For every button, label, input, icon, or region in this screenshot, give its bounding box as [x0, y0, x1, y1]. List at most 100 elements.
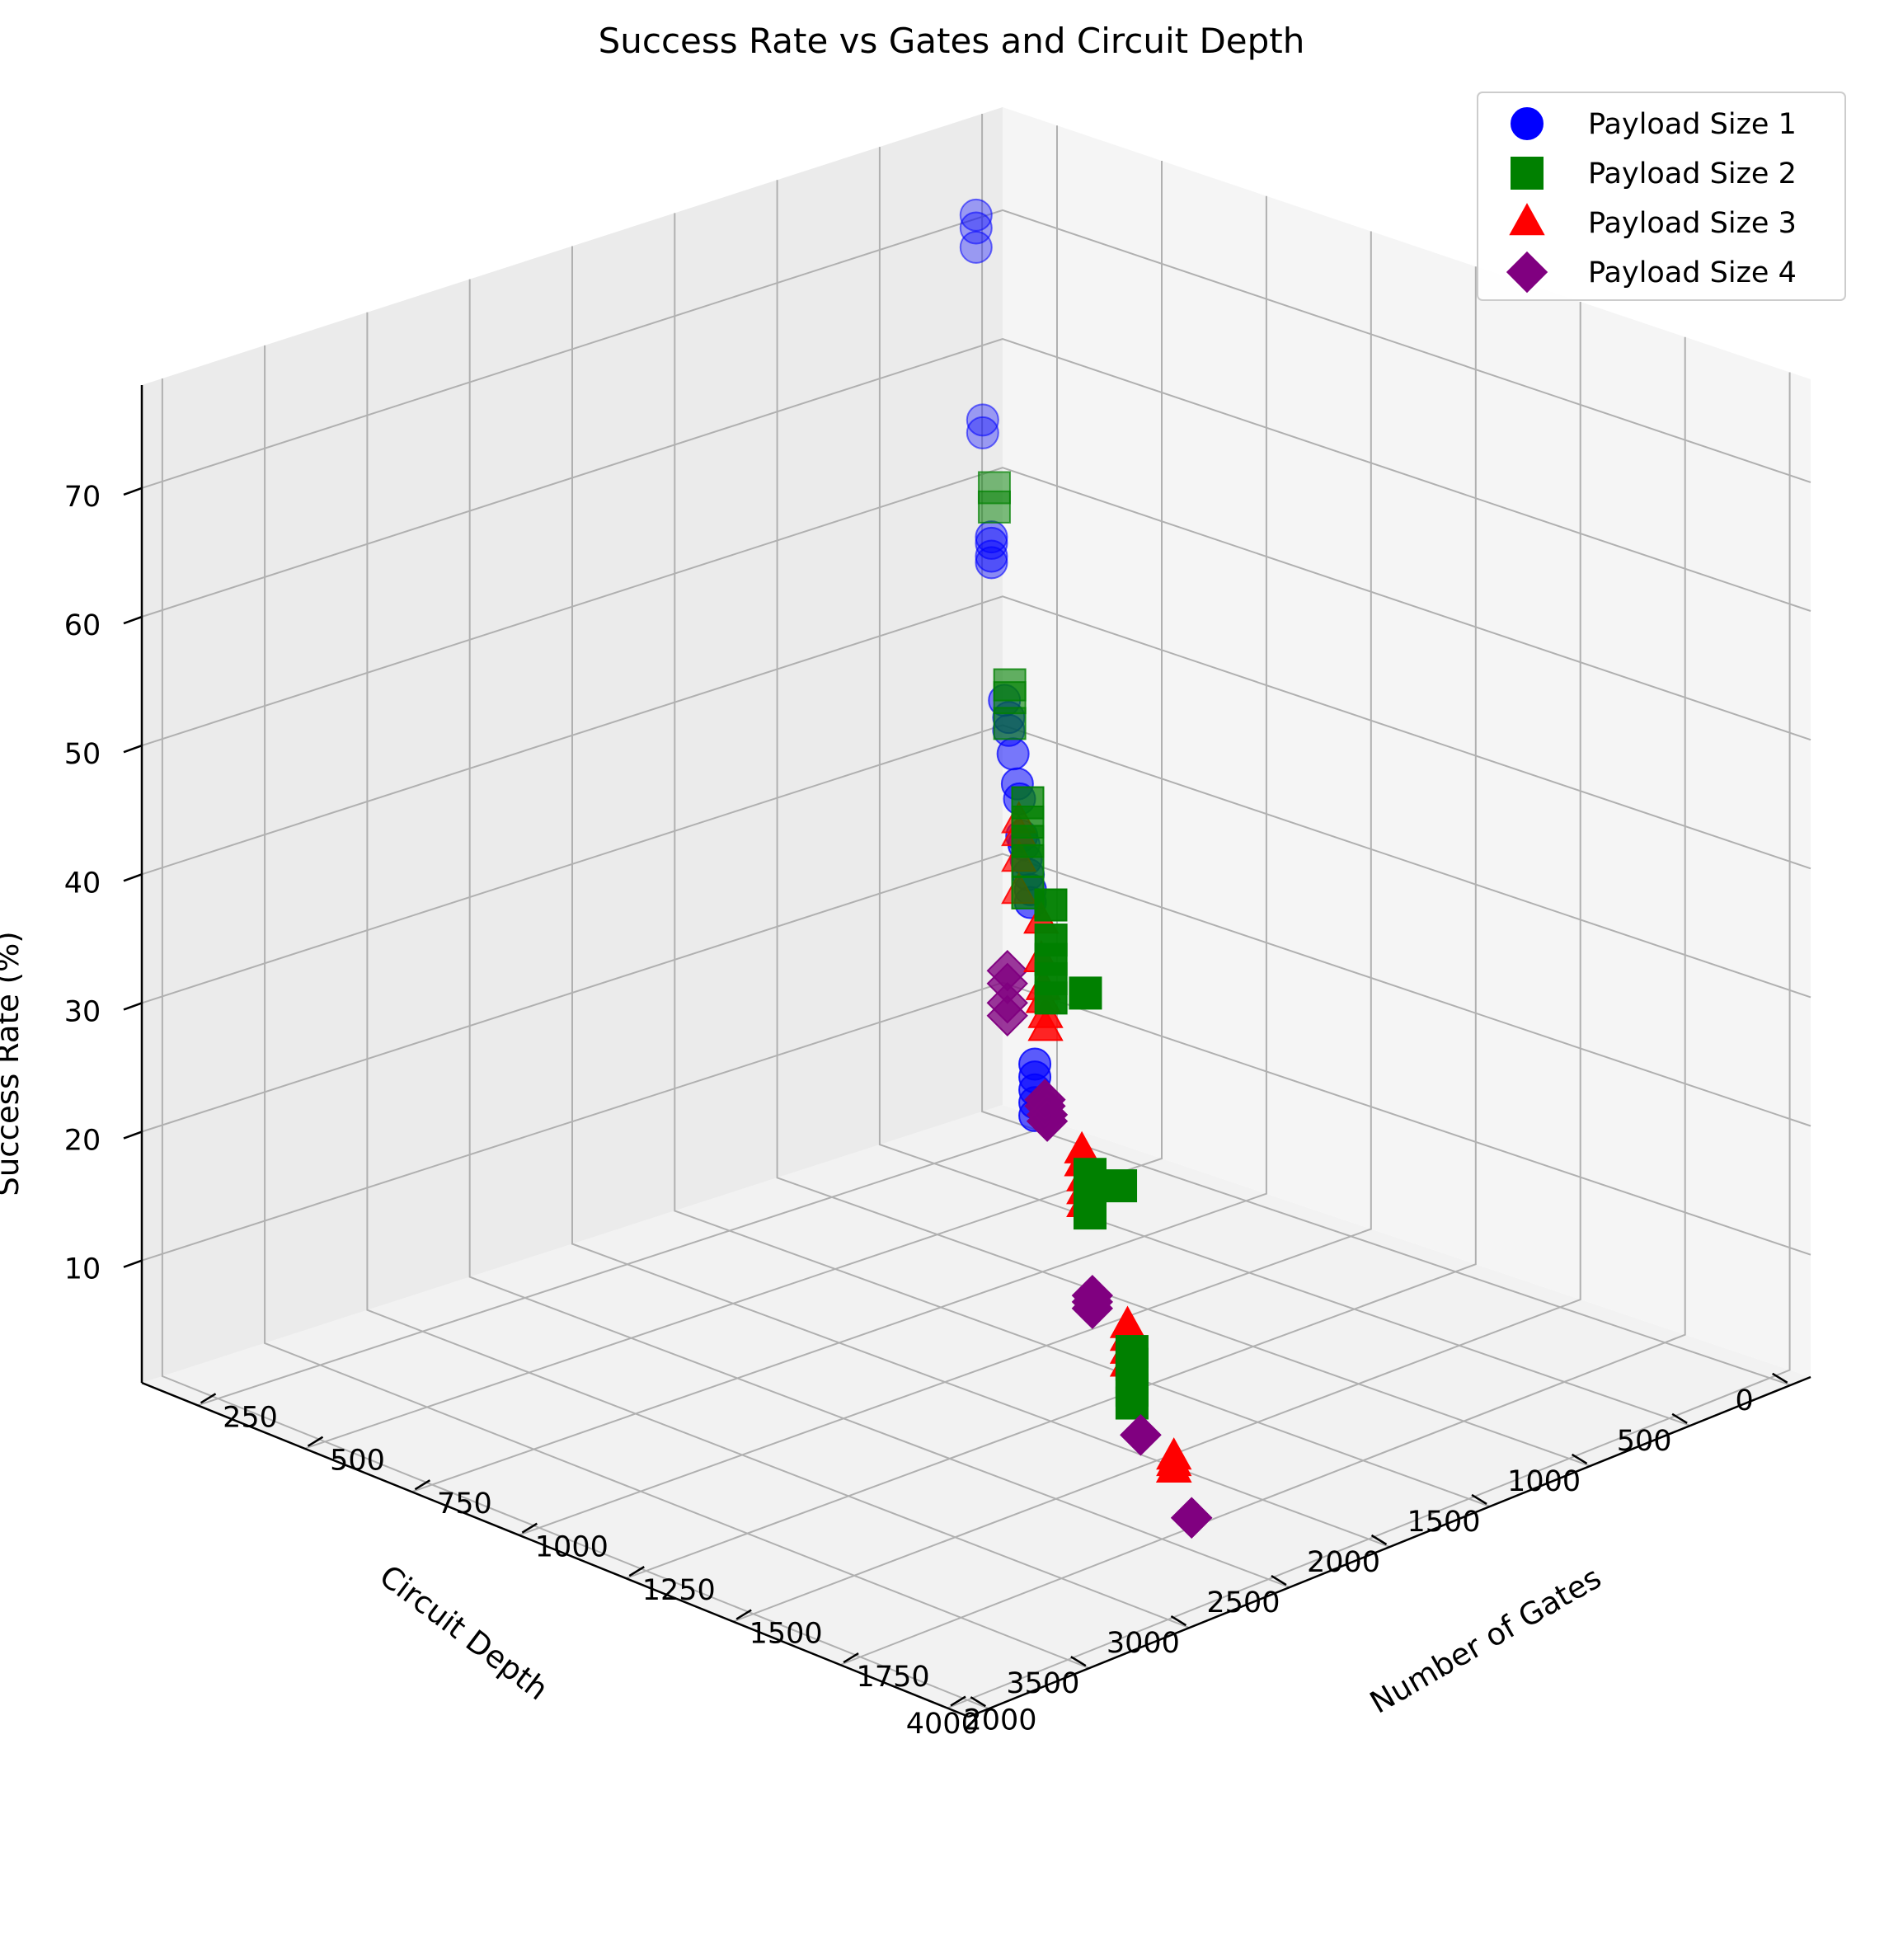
point-square: [993, 707, 1027, 740]
y-tick: [1772, 1372, 1788, 1384]
point-circle: [996, 737, 1030, 771]
y-tick: [1671, 1412, 1688, 1424]
x-tick: [628, 1566, 645, 1577]
z-tick: [123, 744, 143, 754]
legend: Payload Size 1 Payload Size 2 Payload Size…: [1477, 92, 1846, 301]
x-tick-label: 1000: [535, 1531, 608, 1564]
data-points: [959, 198, 1213, 1539]
point-square: [1034, 888, 1068, 922]
tick-marks: 250 500 750 1000 1250 1500 1750 2000 0 500 1000 150…: [64, 481, 1788, 1741]
grid-lines: [141, 114, 1811, 1710]
z-gridline: [141, 209, 1811, 489]
y-axis-line: [968, 1375, 1811, 1718]
point-square: [1115, 1386, 1149, 1420]
x-tick-label: 250: [223, 1401, 278, 1434]
legend-label: Payload Size 1: [1588, 108, 1797, 141]
x-tick: [843, 1652, 859, 1664]
y-gridline: [366, 312, 1190, 1629]
point-diamond: [986, 994, 1028, 1037]
y-axis-label: Circuit Depth: [373, 1558, 554, 1708]
z-tick-label: 20: [64, 1125, 101, 1158]
point-diamond: [1170, 1497, 1213, 1539]
z-tick: [123, 1002, 143, 1011]
point-circle: [975, 546, 1008, 580]
legend-label: Payload Size 3: [1588, 207, 1797, 240]
x-gridline: [411, 195, 1267, 1493]
x-tick-label: 1250: [642, 1574, 716, 1607]
x-axis-label: Number of Gates: [1364, 1560, 1607, 1721]
x-tick-label: 1750: [857, 1661, 930, 1694]
x-gridline: [839, 336, 1686, 1666]
chart-title: Success Rate vs Gates and Circuit Depth: [599, 21, 1305, 61]
x-tick-label: 2000: [963, 1704, 1036, 1737]
y-tick-label: 500: [1617, 1425, 1672, 1458]
y-tick-label: 1000: [1507, 1465, 1581, 1498]
legend-marker-diamond: [1506, 251, 1548, 294]
x-gridline: [947, 372, 1791, 1709]
z-axis-label: Success Rate (%): [0, 931, 26, 1196]
y-tick: [1170, 1615, 1187, 1627]
y-gridline: [981, 114, 1792, 1386]
x-tick: [735, 1609, 752, 1620]
y-gridline: [161, 378, 989, 1710]
x-gridline: [518, 231, 1372, 1536]
z-tick: [123, 1259, 143, 1268]
legend-label: Payload Size 4: [1588, 256, 1797, 289]
y-tick-label: 2000: [1307, 1546, 1380, 1579]
y-tick: [1471, 1493, 1487, 1506]
x-tick-label: 1500: [749, 1618, 823, 1651]
point-circle: [966, 403, 999, 437]
legend-label: Payload Size 2: [1588, 157, 1797, 190]
point-circle: [959, 211, 993, 245]
x-gridline: [732, 302, 1581, 1623]
x-gridline: [625, 266, 1477, 1580]
x-tick: [307, 1436, 324, 1447]
point-square: [1011, 844, 1045, 877]
point-square: [1073, 1196, 1107, 1230]
floor-pane: [142, 1105, 1811, 1717]
point-diamond: [1120, 1414, 1162, 1456]
y-gridline: [264, 345, 1090, 1670]
point-triangle: [1027, 1008, 1064, 1041]
y-gridline: [468, 279, 1290, 1588]
legend-marker-square: [1511, 157, 1544, 190]
z-tick: [123, 615, 143, 625]
x-tick-label: 750: [437, 1488, 492, 1521]
y-tick: [1571, 1453, 1588, 1464]
z-gridline: [141, 467, 1811, 747]
z-tick-label: 40: [64, 867, 101, 900]
point-diamond: [1071, 1287, 1114, 1329]
y-tick-label: 2500: [1206, 1586, 1280, 1619]
y-tick: [1370, 1534, 1388, 1546]
z-gridline: [141, 337, 1811, 618]
x-gridline: [304, 161, 1163, 1450]
y-tick: [970, 1696, 986, 1708]
point-circle: [959, 198, 993, 232]
x-tick: [950, 1695, 966, 1707]
y-tick-label: 1500: [1407, 1506, 1481, 1539]
point-square: [1034, 981, 1068, 1015]
z-tick: [123, 1130, 143, 1140]
point-circle: [966, 416, 999, 449]
x-tick: [200, 1393, 217, 1404]
x-tick: [521, 1522, 538, 1534]
y-tick: [1070, 1656, 1087, 1667]
legend-marker-triangle: [1509, 203, 1545, 236]
z-gridline: [141, 853, 1811, 1133]
y-tick-label: 0: [1736, 1384, 1754, 1417]
point-triangle: [1156, 1450, 1192, 1483]
z-tick-label: 50: [64, 738, 101, 771]
point-circle: [975, 526, 1008, 560]
point-square: [977, 490, 1011, 524]
z-tick: [123, 486, 143, 496]
y-gridline: [776, 180, 1591, 1467]
y-tick-label: 4000: [906, 1708, 980, 1741]
z-tick-label: 70: [64, 481, 101, 514]
legend-marker-circle: [1511, 107, 1544, 140]
x-tick: [414, 1479, 431, 1491]
legend-box: [1477, 92, 1846, 301]
z-tick-label: 10: [64, 1253, 101, 1286]
y-tick-label: 3000: [1107, 1627, 1180, 1660]
